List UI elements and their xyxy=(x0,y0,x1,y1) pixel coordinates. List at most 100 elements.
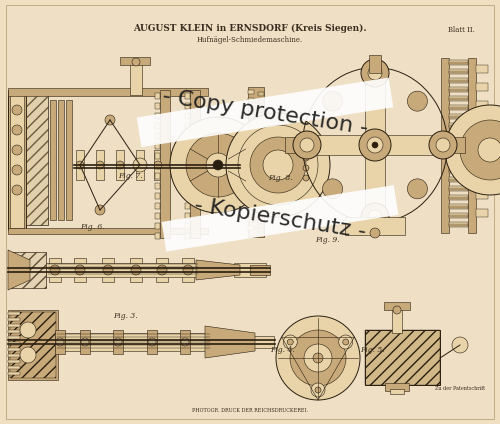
Bar xyxy=(385,383,409,391)
Bar xyxy=(476,83,488,91)
Circle shape xyxy=(303,155,309,161)
Bar xyxy=(234,263,266,277)
Bar xyxy=(155,173,160,179)
Polygon shape xyxy=(136,78,394,147)
Bar xyxy=(248,122,254,126)
Text: - Copy protection -: - Copy protection - xyxy=(161,86,369,139)
Bar xyxy=(449,222,468,227)
Bar xyxy=(258,188,264,192)
Circle shape xyxy=(300,138,314,152)
Bar xyxy=(258,116,264,120)
Circle shape xyxy=(50,265,60,275)
Bar xyxy=(155,153,160,159)
Bar xyxy=(50,100,56,220)
Circle shape xyxy=(290,330,346,386)
Bar xyxy=(476,173,488,181)
Circle shape xyxy=(186,133,250,197)
Bar xyxy=(10,312,56,378)
Bar xyxy=(476,65,488,73)
Circle shape xyxy=(315,387,321,393)
Bar xyxy=(258,180,264,184)
Circle shape xyxy=(367,137,383,153)
Circle shape xyxy=(408,179,428,199)
Polygon shape xyxy=(196,260,240,280)
Polygon shape xyxy=(162,185,398,251)
Bar xyxy=(185,133,190,139)
Bar xyxy=(185,213,190,219)
Circle shape xyxy=(361,59,389,87)
Bar xyxy=(275,177,281,183)
Bar xyxy=(449,152,468,154)
Circle shape xyxy=(12,125,22,135)
Circle shape xyxy=(136,161,144,169)
Circle shape xyxy=(303,175,309,181)
Circle shape xyxy=(12,105,22,115)
Polygon shape xyxy=(8,250,30,290)
Bar xyxy=(262,154,268,161)
Circle shape xyxy=(436,138,450,152)
Bar xyxy=(155,133,160,139)
Bar xyxy=(8,252,46,288)
Bar xyxy=(476,209,488,217)
Bar xyxy=(8,318,20,321)
Bar xyxy=(185,113,190,119)
Bar xyxy=(449,62,468,64)
Bar xyxy=(8,348,20,351)
Circle shape xyxy=(157,265,167,275)
Text: Blatt II.: Blatt II. xyxy=(448,26,475,34)
Circle shape xyxy=(12,185,22,195)
Bar xyxy=(156,258,168,282)
Bar xyxy=(252,336,274,348)
Bar xyxy=(155,143,160,149)
Circle shape xyxy=(452,337,468,353)
Bar xyxy=(185,223,190,229)
Circle shape xyxy=(359,129,391,161)
Bar xyxy=(449,179,468,181)
Bar xyxy=(8,360,20,363)
Circle shape xyxy=(284,335,298,349)
Circle shape xyxy=(342,339,348,345)
Bar xyxy=(8,324,20,327)
Bar xyxy=(449,204,468,209)
Bar xyxy=(180,330,190,354)
Circle shape xyxy=(206,153,230,177)
Circle shape xyxy=(95,205,105,215)
Circle shape xyxy=(276,316,360,400)
Bar xyxy=(476,155,488,163)
Bar xyxy=(147,330,157,354)
Bar xyxy=(136,150,144,180)
Circle shape xyxy=(131,265,141,275)
Bar xyxy=(392,305,402,333)
Bar xyxy=(8,88,208,96)
Bar xyxy=(260,162,266,168)
Circle shape xyxy=(183,265,193,275)
Bar xyxy=(282,175,288,181)
Bar xyxy=(185,123,190,129)
Circle shape xyxy=(322,91,342,111)
Bar xyxy=(258,228,264,232)
Circle shape xyxy=(313,353,323,363)
Bar xyxy=(248,90,254,94)
Circle shape xyxy=(303,145,309,151)
Circle shape xyxy=(181,338,189,346)
Bar xyxy=(307,135,443,155)
Bar xyxy=(258,124,264,128)
Circle shape xyxy=(170,117,266,213)
Bar xyxy=(102,258,114,282)
Bar xyxy=(449,224,468,226)
Bar xyxy=(258,172,264,176)
Bar xyxy=(26,95,48,225)
Circle shape xyxy=(213,160,223,170)
Bar xyxy=(476,119,488,127)
Circle shape xyxy=(263,150,293,180)
Bar xyxy=(441,58,449,233)
Bar xyxy=(449,215,468,217)
Circle shape xyxy=(103,265,113,275)
Bar xyxy=(155,183,160,189)
Bar xyxy=(449,213,468,218)
Circle shape xyxy=(311,383,325,397)
Bar xyxy=(390,389,404,394)
Bar xyxy=(185,183,190,189)
Bar xyxy=(8,372,20,375)
Circle shape xyxy=(368,210,382,224)
